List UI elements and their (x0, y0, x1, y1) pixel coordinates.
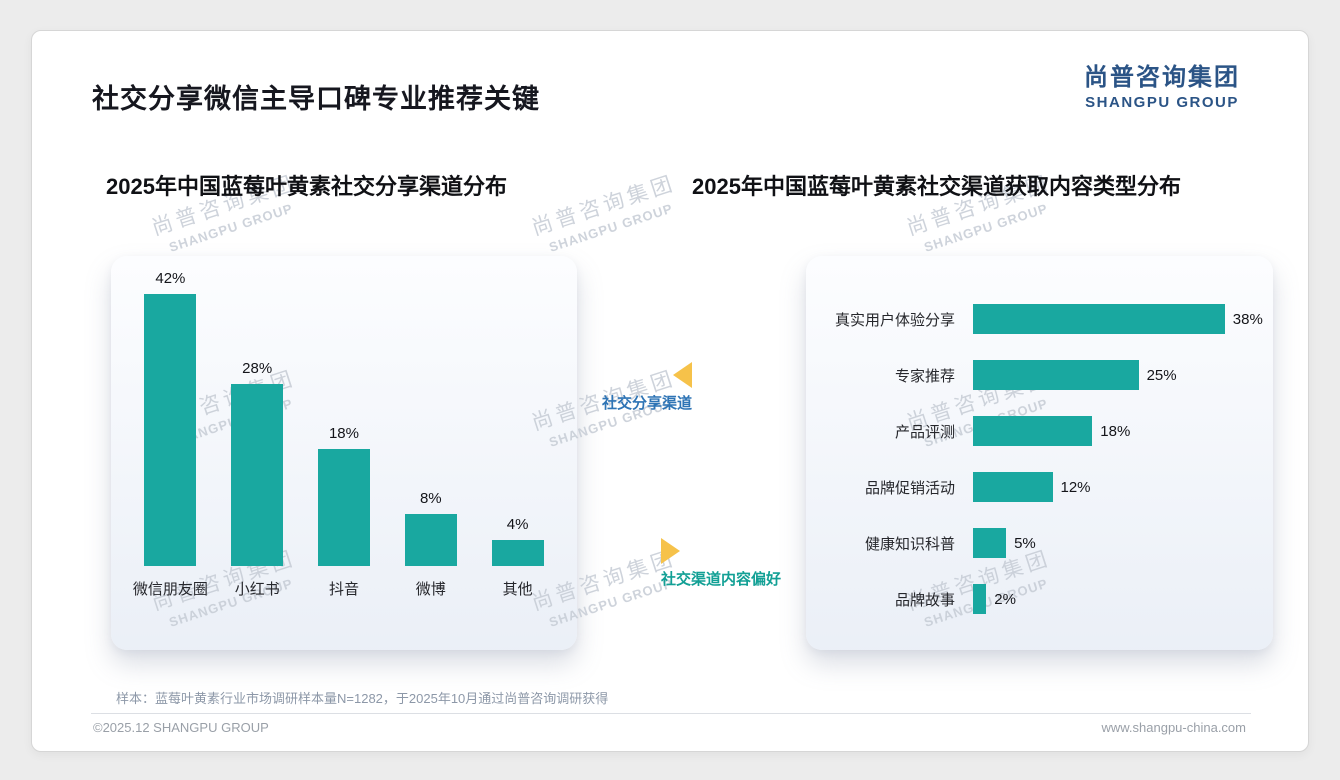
bar-column: 8% 微博 (387, 270, 474, 650)
copyright: ©2025.12 SHANGPU GROUP (93, 720, 269, 735)
bar-track: 2% (973, 584, 1016, 614)
bar-column: 28% 小红书 (214, 270, 301, 650)
horizontal-bar-chart: 真实用户体验分享 38% 专家推荐 25% 产品评测 18% 品牌促销活动 12% 健康知识科普… (806, 256, 1273, 627)
bar-track: 12% (973, 472, 1091, 502)
right-chart-title: 2025年中国蓝莓叶黄素社交渠道获取内容类型分布 (692, 174, 1181, 199)
right-arrow-icon (661, 538, 680, 564)
watermark-en: SHANGPU GROUP (547, 200, 675, 255)
watermark-cn: 尚普咨询集团 (528, 171, 679, 240)
value-label: 25% (1146, 366, 1177, 384)
bar-column: 42% 微信朋友圈 (127, 270, 214, 650)
category-label: 真实用户体验分享 (834, 311, 955, 329)
value-label: 4% (506, 516, 529, 533)
category-label: 其他 (502, 581, 533, 598)
left-arrow-icon (673, 362, 692, 388)
bar (404, 514, 457, 566)
bar (973, 416, 1093, 446)
bar-area: 18% (301, 270, 388, 566)
category-label: 产品评测 (894, 423, 955, 441)
category-label: 专家推荐 (894, 367, 955, 385)
value-label: 12% (1060, 478, 1091, 496)
annotation-content-preference: 社交渠道内容偏好 (661, 538, 811, 589)
annotation-share-channel-label: 社交分享渠道 (601, 395, 692, 412)
bar-area: 8% (387, 270, 474, 566)
bar-area: 42% (127, 270, 214, 566)
bar-row: 品牌促销活动 12% (806, 459, 1273, 515)
watermark-en: SHANGPU GROUP (922, 200, 1050, 255)
bar-row: 健康知识科普 5% (806, 515, 1273, 571)
bar-track: 38% (973, 304, 1263, 334)
category-label: 品牌故事 (894, 591, 955, 609)
value-label: 38% (1232, 310, 1263, 328)
annotation-content-preference-label: 社交渠道内容偏好 (661, 571, 782, 588)
horizontal-bar-chart-panel: 真实用户体验分享 38% 专家推荐 25% 产品评测 18% 品牌促销活动 12% 健康知识科普… (806, 256, 1273, 650)
value-label: 8% (419, 490, 442, 508)
slide: 尚普咨询集团 SHANGPU GROUP 尚普咨询集团 SHANGPU GROUP 尚普… (31, 30, 1309, 752)
bar-column: 18% 抖音 (301, 270, 388, 650)
annotation-share-channel: 社交分享渠道 (588, 362, 692, 413)
company-logo: 尚普咨询集团 SHANGPU GROUP (1084, 57, 1240, 111)
bar (973, 584, 987, 614)
bar-row: 品牌故事 2% (806, 571, 1273, 627)
bar-column: 4% 其他 (474, 270, 561, 650)
value-label: 18% (1100, 422, 1131, 440)
vertical-bar-chart-panel: 42% 微信朋友圈 28% 小红书 18% 抖音 8% 微博 4% 其他 (111, 256, 577, 650)
category-label: 小红书 (234, 581, 280, 598)
category-label: 微博 (415, 581, 446, 598)
bar (144, 294, 197, 566)
bar-row: 产品评测 18% (806, 403, 1273, 459)
bar-track: 5% (973, 528, 1036, 558)
footer-divider (91, 713, 1251, 714)
bar-row: 真实用户体验分享 38% (806, 291, 1273, 347)
left-chart-title: 2025年中国蓝莓叶黄素社交分享渠道分布 (106, 174, 507, 199)
value-label: 42% (155, 270, 186, 287)
category-label: 健康知识科普 (864, 535, 955, 553)
category-label: 品牌促销活动 (864, 479, 955, 497)
sample-note: 样本：蓝莓叶黄素行业市场调研样本量N=1282，于2025年10月通过尚普咨询调… (116, 691, 609, 706)
category-label: 微信朋友圈 (132, 581, 208, 598)
bar (973, 304, 1225, 334)
category-label: 抖音 (328, 581, 359, 598)
bar (973, 472, 1053, 502)
bar-row: 专家推荐 25% (806, 347, 1273, 403)
bar-area: 4% (474, 270, 561, 566)
website-url: www.shangpu-china.com (1101, 720, 1246, 735)
value-label: 2% (994, 590, 1016, 608)
bar (317, 449, 370, 566)
logo-cn-text: 尚普咨询集团 (1084, 64, 1240, 91)
bar (231, 384, 284, 566)
page-title: 社交分享微信主导口碑专业推荐关键 (92, 84, 540, 114)
value-label: 28% (242, 360, 273, 378)
bar (973, 528, 1007, 558)
watermark-en: SHANGPU GROUP (167, 200, 295, 255)
bar (491, 540, 544, 566)
bar-area: 28% (214, 270, 301, 566)
bar (973, 360, 1139, 390)
value-label: 5% (1014, 534, 1036, 552)
logo-en-text: SHANGPU GROUP (1085, 94, 1239, 111)
bar-track: 25% (973, 360, 1177, 390)
value-label: 18% (328, 425, 359, 443)
bar-track: 18% (973, 416, 1130, 446)
vertical-bar-chart: 42% 微信朋友圈 28% 小红书 18% 抖音 8% 微博 4% 其他 (111, 256, 577, 650)
